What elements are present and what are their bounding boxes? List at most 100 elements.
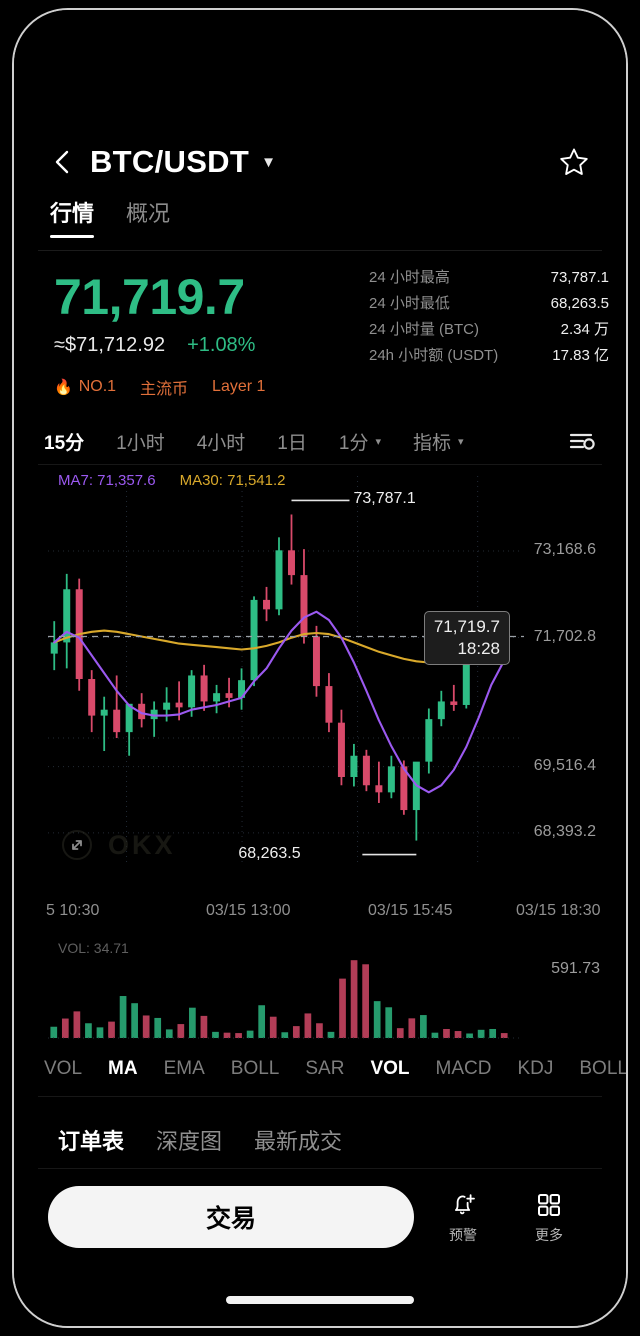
timeframe-1d[interactable]: 1日 — [277, 432, 307, 454]
main-tabs: 行情 概况 — [50, 196, 170, 238]
timeframe-1h[interactable]: 1小时 — [116, 432, 165, 454]
indicator-chip-vol-0[interactable]: VOL — [44, 1058, 83, 1079]
okx-watermark-text: OKX — [108, 829, 176, 860]
timeframe-4h[interactable]: 4小时 — [196, 432, 246, 454]
stats-panel: 24 小时最高 73,787.1 24 小时最低 68,263.5 24 小时量… — [369, 266, 609, 370]
price-sub-row: ≈$71,712.92 +1.08% — [54, 334, 265, 357]
ma30-legend: MA30: 71,541.2 — [179, 472, 286, 489]
book-tabs: 订单表 深度图 最新成交 — [58, 1116, 342, 1164]
low-marker-label: 68,263.5 — [238, 844, 301, 862]
chips-divider — [38, 1096, 602, 1097]
flame-icon: 🔥 — [54, 379, 73, 396]
volume-legend: VOL: 34.71 — [58, 940, 129, 956]
indicator-dropdown[interactable]: 指标 ▾ — [413, 428, 464, 455]
ticker-block: 71,719.7 ≈$71,712.92 +1.08% 🔥 NO.1 主流币 L… — [54, 268, 265, 399]
phone-frame: BTC/USDT ▼ 行情 概况 71,719.7 ≈$71,712.92 +1… — [12, 8, 628, 1328]
chevron-down-icon[interactable]: ▼ — [261, 153, 276, 171]
stat-row-low: 24 小时最低 68,263.5 — [369, 292, 609, 318]
stat-label-high: 24 小时最高 — [369, 269, 450, 286]
alert-label: 预警 — [449, 1226, 477, 1243]
indicator-chip-boll-3[interactable]: BOLL — [230, 1058, 280, 1079]
star-outline-icon[interactable] — [558, 146, 590, 178]
more-button[interactable]: 更多 — [506, 1190, 592, 1245]
bell-plus-icon — [448, 1190, 478, 1220]
ma-legend: MA7: 71,357.6 MA30: 71,541.2 — [58, 472, 286, 489]
tab-depth-chart[interactable]: 深度图 — [156, 1129, 223, 1154]
high-marker-label: 73,787.1 — [353, 490, 416, 508]
indicator-chip-ma-1[interactable]: MA — [108, 1058, 138, 1079]
timeframe-15m[interactable]: 15分 — [44, 432, 85, 454]
indicator-chip-sar-4[interactable]: SAR — [305, 1058, 345, 1079]
x-axis-labels: 5 10:30 03/15 13:00 03/15 15:45 03/15 18:30 — [14, 902, 626, 930]
chevron-down-icon: ▾ — [458, 435, 464, 448]
usd-price: ≈$71,712.92 — [54, 334, 166, 356]
chevron-down-icon: ▾ — [375, 435, 381, 448]
timeframe-bar: 15分 1小时 4小时 1日 1分 ▾ 指标 ▾ — [14, 418, 626, 464]
y-axis-tick: 69,516.4 — [533, 756, 596, 774]
volume-max-label: 591.73 — [551, 960, 600, 977]
volume-panel: VOL: 34.71 591.73 — [38, 934, 606, 1046]
tag-rank[interactable]: 🔥 NO.1 — [54, 378, 116, 396]
chevron-left-icon[interactable] — [50, 149, 76, 175]
last-price: 71,719.7 — [54, 269, 245, 325]
page-title: BTC/USDT — [90, 144, 250, 179]
stat-value-low: 68,263.5 — [550, 295, 609, 312]
stat-value-turnover-usdt: 17.83 亿 — [552, 347, 609, 364]
stat-label-volume-btc: 24 小时量 (BTC) — [369, 321, 480, 338]
ma7-legend: MA7: 71,357.6 — [58, 472, 156, 489]
grid-icon — [535, 1190, 563, 1220]
current-price-badge: 71,719.7 18:28 — [423, 610, 510, 665]
indicator-dropdown-label: 指标 — [412, 432, 451, 454]
indicator-chip-macd-6[interactable]: MACD — [435, 1058, 492, 1079]
chart-settings-icon[interactable] — [566, 428, 596, 454]
x-axis-tick: 5 10:30 — [46, 902, 100, 919]
y-axis-labels: 73,168.6 71,702.8 69,516.4 68,393.2 — [508, 466, 600, 898]
tag-layer1[interactable]: Layer 1 — [212, 378, 266, 395]
indicator-chip-boll-8[interactable]: BOLL — [579, 1058, 628, 1079]
volume-canvas — [48, 960, 522, 1039]
tab-recent-trades[interactable]: 最新成交 — [254, 1129, 343, 1154]
action-bar: 交易 预警 更多 — [14, 1176, 626, 1258]
timeframe-divider — [38, 464, 602, 465]
x-axis-tick: 03/15 13:00 — [206, 902, 291, 919]
book-tabs-divider — [38, 1168, 602, 1169]
x-axis-tick: 03/15 15:45 — [368, 902, 453, 919]
indicator-chip-row: VOL MA EMA BOLL SAR VOL MACD KDJ BOLL — [14, 1048, 626, 1090]
more-label: 更多 — [535, 1226, 563, 1243]
header-divider — [38, 250, 602, 251]
tab-order-book[interactable]: 订单表 — [58, 1129, 125, 1154]
expand-icon[interactable] — [60, 828, 94, 862]
y-axis-tick: 73,168.6 — [533, 540, 596, 558]
indicator-chip-vol-5[interactable]: VOL — [370, 1058, 410, 1079]
badge-price: 71,719.7 — [433, 616, 500, 636]
tab-market[interactable]: 行情 — [50, 196, 95, 238]
chart-canvas — [48, 476, 524, 866]
x-axis-tick: 03/15 18:30 — [516, 902, 601, 919]
stat-value-high: 73,787.1 — [550, 269, 609, 286]
app-header: BTC/USDT ▼ — [14, 132, 626, 192]
indicator-chip-ema-2[interactable]: EMA — [163, 1058, 205, 1079]
home-indicator — [226, 1296, 414, 1304]
alert-button[interactable]: 预警 — [420, 1190, 506, 1245]
stat-label-turnover-usdt: 24h 小时额 (USDT) — [369, 347, 499, 364]
chart-watermark: OKX — [60, 828, 176, 862]
tab-overview[interactable]: 概况 — [126, 201, 171, 226]
stat-label-low: 24 小时最低 — [369, 295, 450, 312]
tag-mainstream[interactable]: 主流币 — [140, 381, 189, 398]
y-axis-tick: 71,702.8 — [533, 627, 596, 645]
stat-row-turnover-usdt: 24h 小时额 (USDT) 17.83 亿 — [369, 344, 609, 370]
badge-time: 18:28 — [457, 638, 500, 658]
price-change-percent: +1.08% — [187, 334, 256, 356]
stat-row-high: 24 小时最高 73,787.1 — [369, 266, 609, 292]
candlestick-chart[interactable]: MA7: 71,357.6 MA30: 71,541.2 73,168.6 71,… — [38, 466, 606, 898]
timeframe-more-dropdown[interactable]: 1分 ▾ — [339, 428, 381, 455]
trade-button[interactable]: 交易 — [48, 1186, 414, 1248]
app-screen: BTC/USDT ▼ 行情 概况 71,719.7 ≈$71,712.92 +1… — [14, 10, 626, 1326]
tag-rank-label: NO.1 — [78, 378, 117, 395]
stat-value-volume-btc: 2.34 万 — [560, 321, 609, 338]
tag-row: 🔥 NO.1 主流币 Layer 1 — [54, 375, 265, 399]
stat-row-volume-btc: 24 小时量 (BTC) 2.34 万 — [369, 318, 609, 344]
y-axis-tick: 68,393.2 — [533, 822, 596, 840]
timeframe-more-label: 1分 — [338, 432, 369, 454]
indicator-chip-kdj-7[interactable]: KDJ — [517, 1058, 554, 1079]
